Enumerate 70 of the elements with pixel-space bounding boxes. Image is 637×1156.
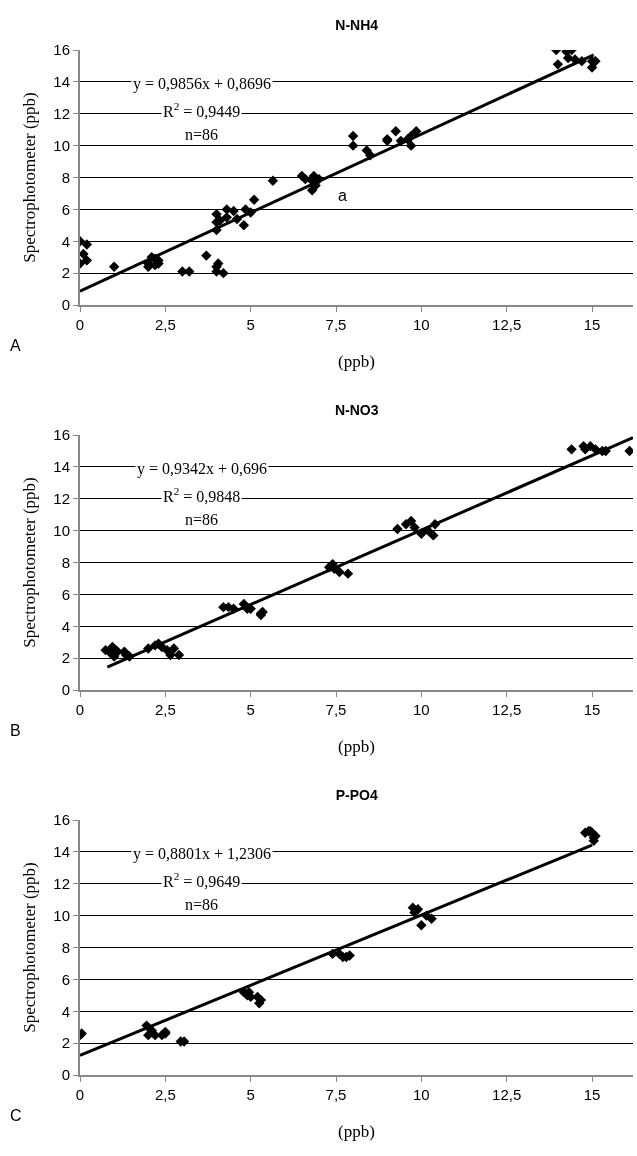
y-tick-label: 2 [61, 1034, 70, 1052]
y-tick-label: 0 [61, 1066, 70, 1084]
y-tick-label: 4 [61, 1002, 70, 1020]
y-tick-label: 12 [53, 490, 70, 507]
x-tick-label: 5 [246, 316, 255, 333]
text: B [10, 722, 21, 739]
y-tick-label: 2 [61, 649, 70, 667]
x-tick-label: 2,5 [154, 701, 176, 718]
y-tick-label: 4 [61, 232, 70, 250]
x-tick-label: 5 [246, 701, 255, 718]
y-tick-label: 6 [61, 970, 70, 988]
y-tick-label: 16 [53, 426, 70, 444]
y-tick-label: 10 [53, 906, 70, 924]
x-axis-title: (ppb) [338, 1122, 375, 1141]
y-tick-label: 6 [61, 585, 70, 603]
y-axis-title: Spectrophotometer (ppb) [20, 92, 39, 263]
y-tick-label: 16 [53, 41, 70, 59]
y-tick-label: 10 [53, 521, 70, 539]
y-tick-label: 12 [53, 105, 70, 122]
y-tick-label: 2 [61, 264, 70, 282]
chart-title: N-NO3 [334, 401, 379, 418]
x-tick-label: 15 [583, 1086, 601, 1103]
x-axis-title: (ppb) [338, 737, 375, 756]
y-tick-label: 10 [53, 136, 70, 154]
y-tick-label: 14 [53, 458, 70, 476]
x-tick-label: 12,5 [492, 316, 522, 333]
text: A [10, 337, 21, 354]
y-tick-label: 4 [61, 617, 70, 635]
x-tick-label: 5 [246, 1086, 255, 1103]
x-tick-label: 0 [75, 316, 85, 333]
y-tick-label: 8 [61, 938, 70, 956]
annotation: n=86 [185, 896, 219, 913]
y-tick-label: 0 [61, 296, 70, 314]
x-tick-label: 2,5 [154, 316, 176, 333]
annotation: n=86 [185, 126, 219, 143]
annotation: R$^{2}$ = 0,9649 [163, 870, 241, 890]
y-axis-title: Spectrophotometer (ppb) [20, 862, 39, 1033]
x-tick-label: 0 [75, 701, 85, 718]
annotation: y = 0,9856x + 0,8696 [133, 75, 272, 93]
annotation: y = 0,8801x + 1,2306 [133, 845, 272, 863]
y-tick-label: 12 [53, 875, 70, 892]
x-axis-title: (ppb) [338, 352, 375, 371]
y-tick-label: 16 [53, 811, 70, 829]
annotation: a [338, 187, 347, 204]
x-tick-label: 7,5 [325, 701, 347, 718]
annotation: R$^{2}$ = 0,9848 [163, 485, 241, 505]
x-tick-label: 12,5 [492, 701, 522, 718]
x-tick-label: 10 [413, 316, 430, 333]
y-tick-label: 14 [53, 73, 70, 91]
y-tick-label: 8 [61, 553, 70, 571]
x-tick-label: 0 [75, 1086, 85, 1103]
x-tick-label: 15 [583, 316, 601, 333]
annotation: R$^{2}$ = 0,9449 [163, 100, 241, 120]
x-tick-label: 7,5 [325, 1086, 347, 1103]
annotation: y = 0,9342x + 0,696 [137, 460, 268, 478]
text: C [10, 1107, 22, 1124]
y-axis-title: Spectrophotometer (ppb) [20, 477, 39, 648]
y-tick-label: 6 [61, 200, 70, 218]
x-tick-label: 2,5 [154, 1086, 176, 1103]
y-tick-label: 8 [61, 168, 70, 186]
annotation: n=86 [185, 511, 219, 528]
x-tick-label: 12,5 [492, 1086, 522, 1103]
x-tick-label: 7,5 [325, 316, 347, 333]
x-tick-label: 15 [583, 701, 601, 718]
chart-title: P-PO4 [335, 786, 378, 803]
y-tick-label: 14 [53, 843, 70, 861]
chart-title: N-NH4 [335, 16, 379, 33]
x-tick-label: 10 [413, 1086, 430, 1103]
y-tick-label: 0 [61, 681, 70, 699]
x-tick-label: 10 [413, 701, 430, 718]
